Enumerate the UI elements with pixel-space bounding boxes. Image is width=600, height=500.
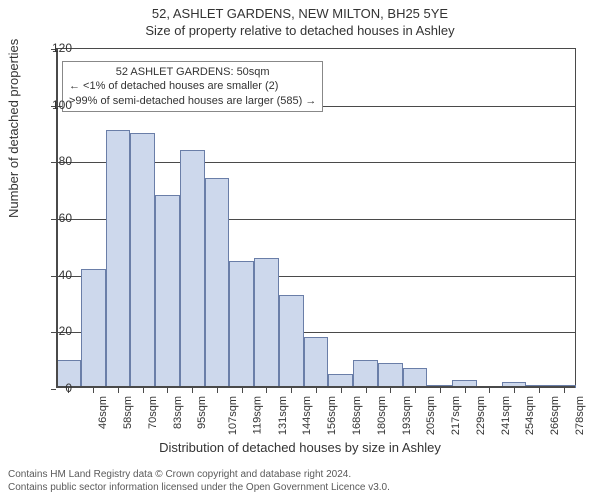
ytick-label: 20 [32, 324, 72, 338]
ytick-label: 80 [32, 154, 72, 168]
xtick-mark [390, 388, 391, 393]
xtick-mark [118, 388, 119, 393]
ytick-label: 40 [32, 268, 72, 282]
x-axis-label: Distribution of detached houses by size … [0, 440, 600, 455]
xtick-label: 95sqm [196, 396, 208, 429]
xtick-mark [291, 388, 292, 393]
xtick-mark [366, 388, 367, 393]
xtick-mark [192, 388, 193, 393]
histogram-bar [229, 261, 254, 389]
footer-line2: Contains public sector information licen… [8, 481, 390, 494]
xtick-mark [489, 388, 490, 393]
histogram-bar [378, 363, 403, 389]
xtick-label: 241sqm [500, 396, 512, 435]
annotation-line2: ← <1% of detached houses are smaller (2) [69, 79, 316, 93]
annotation-line3: >99% of semi-detached houses are larger … [69, 94, 316, 108]
xtick-label: 70sqm [147, 396, 159, 429]
xtick-label: 205sqm [425, 396, 437, 435]
xtick-mark [143, 388, 144, 393]
xtick-label: 83sqm [172, 396, 184, 429]
histogram-bar [81, 269, 106, 388]
ytick-label: 60 [32, 211, 72, 225]
xtick-mark [167, 388, 168, 393]
chart-plot-area: 52 ASHLET GARDENS: 50sqm ← <1% of detach… [56, 48, 576, 388]
histogram-bar [130, 133, 155, 388]
xtick-mark [316, 388, 317, 393]
xtick-mark [217, 388, 218, 393]
ytick-label: 100 [32, 98, 72, 112]
histogram-bar [304, 337, 329, 388]
histogram-bar [353, 360, 378, 388]
ytick-label: 0 [32, 381, 72, 395]
histogram-bar [205, 178, 230, 388]
xtick-label: 266sqm [549, 396, 561, 435]
xtick-mark [440, 388, 441, 393]
xtick-label: 278sqm [574, 396, 586, 435]
xtick-label: 193sqm [401, 396, 413, 435]
xtick-label: 131sqm [277, 396, 289, 435]
xtick-mark [93, 388, 94, 393]
footer-attribution: Contains HM Land Registry data © Crown c… [8, 468, 390, 494]
annotation-line1: 52 ASHLET GARDENS: 50sqm [69, 65, 316, 79]
xtick-label: 217sqm [450, 396, 462, 435]
y-axis-label: Number of detached properties [6, 39, 21, 218]
xtick-label: 144sqm [302, 396, 314, 435]
xtick-label: 156sqm [326, 396, 338, 435]
histogram-bar [254, 258, 279, 388]
xtick-mark [415, 388, 416, 393]
xtick-mark [539, 388, 540, 393]
chart-title-sub: Size of property relative to detached ho… [0, 21, 600, 38]
xtick-mark [341, 388, 342, 393]
xtick-label: 168sqm [351, 396, 363, 435]
xtick-label: 254sqm [524, 396, 536, 435]
xtick-label: 107sqm [227, 396, 239, 435]
xtick-label: 229sqm [475, 396, 487, 435]
xtick-label: 46sqm [97, 396, 109, 429]
xtick-mark [242, 388, 243, 393]
ytick-label: 120 [32, 41, 72, 55]
xtick-mark [514, 388, 515, 393]
histogram-bar [180, 150, 205, 388]
xtick-label: 180sqm [376, 396, 388, 435]
histogram-bar [106, 130, 131, 388]
histogram-bar [279, 295, 304, 389]
xtick-mark [564, 388, 565, 393]
histogram-bar [155, 195, 180, 388]
xtick-mark [266, 388, 267, 393]
xtick-label: 119sqm [251, 396, 263, 434]
xtick-mark [465, 388, 466, 393]
annotation-box: 52 ASHLET GARDENS: 50sqm ← <1% of detach… [62, 61, 323, 112]
footer-line1: Contains HM Land Registry data © Crown c… [8, 468, 390, 481]
chart-title-main: 52, ASHLET GARDENS, NEW MILTON, BH25 5YE [0, 0, 600, 21]
xtick-label: 58sqm [122, 396, 134, 429]
